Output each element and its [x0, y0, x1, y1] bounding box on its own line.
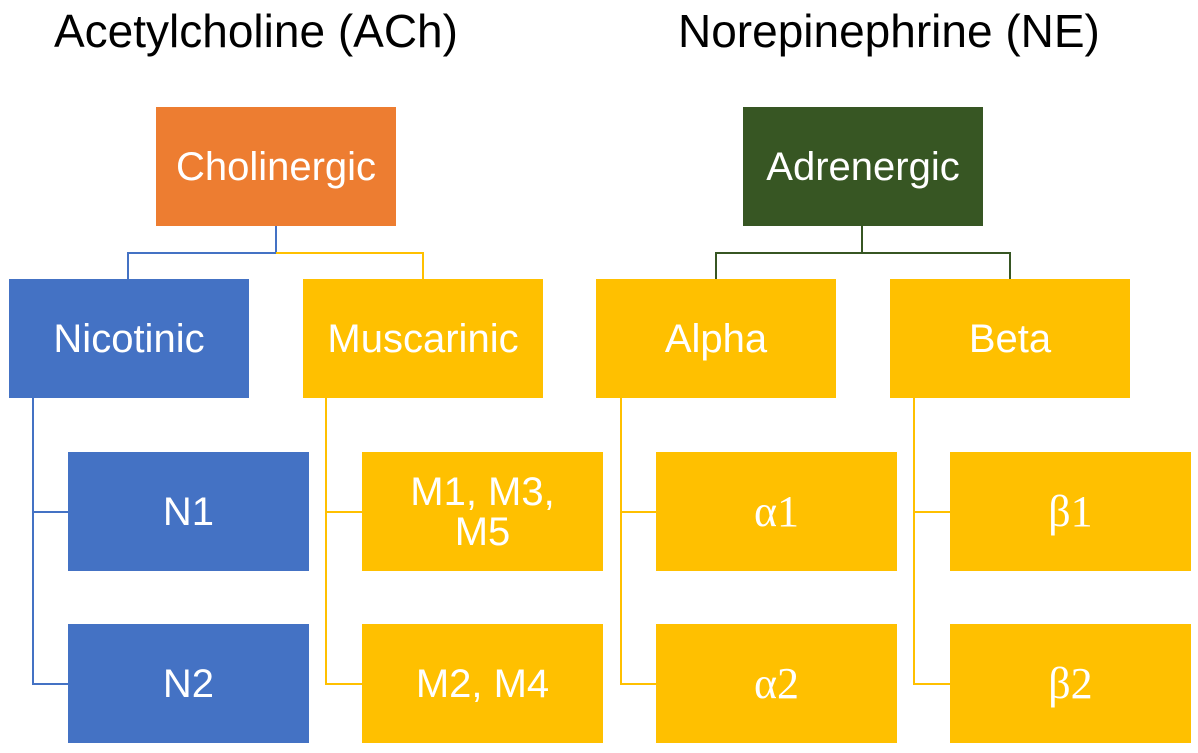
connector-cholinergic-muscarinic — [276, 252, 424, 279]
alpha2-label: α2 — [753, 658, 800, 708]
nicotinic-label: Nicotinic — [53, 316, 205, 361]
connector-adrenergic-branches — [715, 226, 863, 279]
alpha1-label: α1 — [753, 486, 800, 536]
n2-box: N2 — [68, 624, 309, 743]
alpha1-box: α1 — [656, 452, 897, 571]
cholinergic-label: Cholinergic — [175, 144, 377, 189]
connector-muscarinic-children — [325, 398, 362, 685]
muscarinic-box: Muscarinic — [303, 279, 543, 398]
adrenergic-box: Adrenergic — [743, 107, 983, 226]
alpha-box: Alpha — [596, 279, 836, 398]
beta-box: Beta — [890, 279, 1130, 398]
beta-label: Beta — [968, 316, 1052, 361]
muscarinic-label: Muscarinic — [327, 316, 519, 361]
beta1-box: β1 — [950, 452, 1191, 571]
m1-m3-m5-box: M1, M3, M5 — [362, 452, 603, 571]
alpha2-box: α2 — [656, 624, 897, 743]
m1-m3-m5-label: M1, M3, M5 — [410, 469, 555, 554]
n1-box: N1 — [68, 452, 309, 571]
connector-beta-children — [913, 398, 950, 685]
heading-norepinephrine: Norepinephrine (NE) — [678, 5, 1100, 57]
nicotinic-box: Nicotinic — [9, 279, 249, 398]
beta2-box: β2 — [950, 624, 1191, 743]
n1-label: N1 — [162, 489, 215, 534]
beta1-label: β1 — [1048, 486, 1093, 536]
beta2-label: β2 — [1048, 658, 1093, 708]
n2-label: N2 — [162, 661, 215, 706]
connector-cholinergic-nicotinic — [127, 226, 277, 279]
adrenergic-label: Adrenergic — [766, 144, 960, 189]
connector-nicotinic-children — [32, 398, 68, 685]
m2-m4-box: M2, M4 — [362, 624, 603, 743]
m2-m4-label: M2, M4 — [415, 661, 550, 706]
connector-alpha-children — [620, 398, 656, 685]
alpha-label: Alpha — [664, 316, 768, 361]
heading-acetylcholine: Acetylcholine (ACh) — [54, 5, 458, 57]
cholinergic-box: Cholinergic — [156, 107, 396, 226]
connector-adrenergic-beta — [862, 252, 1011, 279]
